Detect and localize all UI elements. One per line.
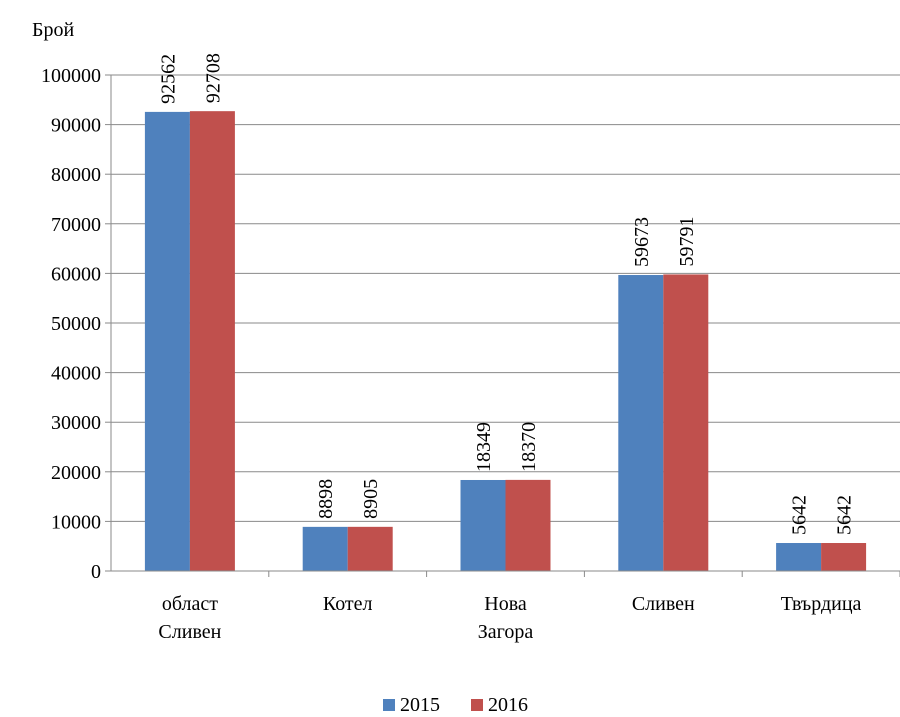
y-tick-label: 100000: [41, 65, 101, 87]
x-category-label: Котел: [323, 593, 373, 615]
y-tick-label: 50000: [51, 313, 101, 335]
legend: 2015 2016: [383, 694, 528, 716]
bar-2016-2: [505, 479, 551, 571]
bar-2016-1: [347, 526, 393, 571]
bar-2015-2: [460, 479, 506, 571]
y-tick-label: 0: [91, 561, 101, 583]
x-category-line: Загора: [478, 621, 534, 643]
x-category-line: Нова: [484, 593, 527, 615]
y-tick-label: 30000: [51, 412, 101, 434]
data-label: 59791: [676, 216, 698, 266]
bar-2015-0: [144, 111, 190, 571]
y-tick-label: 90000: [51, 115, 101, 137]
x-category-line: Твърдица: [781, 593, 862, 615]
data-label: 92708: [202, 53, 224, 103]
data-label: 92562: [157, 54, 179, 104]
x-category-label: Твърдица: [781, 593, 862, 615]
data-label: 5642: [834, 495, 856, 535]
y-tick-label: 10000: [51, 511, 101, 533]
bar-2015-3: [618, 275, 664, 571]
bar-2016-3: [663, 274, 709, 571]
data-label: 8905: [360, 479, 382, 519]
y-axis-title: Брой: [32, 19, 74, 41]
axes: [110, 75, 900, 577]
bars: [144, 111, 867, 571]
legend-label: 2016: [488, 694, 528, 716]
bar-2015-4: [776, 543, 822, 571]
data-label: 18370: [518, 422, 540, 472]
y-tick-label: 70000: [51, 214, 101, 236]
y-tick-label: 60000: [51, 263, 101, 285]
bar-2015-1: [302, 526, 348, 571]
bar-2016-4: [821, 543, 867, 571]
data-label: 5642: [789, 495, 811, 535]
y-tick-label: 40000: [51, 363, 101, 385]
x-category-label: Нова Загора: [478, 593, 534, 643]
data-labels: 92562 92708 8898 8905 18349 18370 59673 59791 56…: [157, 53, 855, 535]
y-tick-label: 80000: [51, 164, 101, 186]
x-category-label: Сливен: [632, 593, 695, 615]
legend-label: 2015: [400, 694, 440, 716]
legend-swatch-2015: [383, 699, 395, 711]
x-category-line: област: [162, 593, 218, 615]
gridlines: [111, 74, 900, 522]
legend-swatch-2016: [471, 699, 483, 711]
data-label: 8898: [315, 479, 337, 519]
x-category-line: Сливен: [158, 621, 221, 643]
x-category-line: Котел: [323, 593, 373, 615]
x-category-label: област Сливен: [158, 593, 221, 643]
x-category-line: Сливен: [632, 593, 695, 615]
y-axis-ticks: 0 10000 20000 30000 40000 50000 60000 70000 8000…: [41, 65, 111, 583]
data-label: 18349: [473, 422, 495, 472]
x-axis-labels: област Сливен Котел Нова Загора Сливен Твърдиц…: [158, 593, 861, 643]
y-tick-label: 20000: [51, 462, 101, 484]
bar-2016-0: [189, 111, 235, 571]
data-label: 59673: [631, 217, 653, 267]
